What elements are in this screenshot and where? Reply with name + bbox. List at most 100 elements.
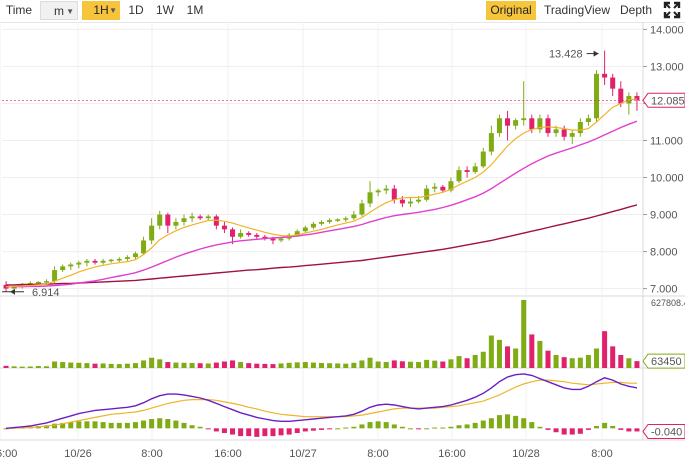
volume-bar <box>343 363 349 368</box>
hour-interval-select[interactable]: 1H ▼ <box>82 1 120 20</box>
volume-bar <box>197 363 203 368</box>
candle-body <box>335 219 341 221</box>
volume-bar <box>108 363 114 368</box>
volume-bar <box>52 361 58 368</box>
volume-bar <box>351 362 357 368</box>
candle-body <box>76 262 82 265</box>
interval-1d-button[interactable]: 1D <box>128 3 144 17</box>
candle-body <box>116 258 122 261</box>
y-tick-label: 13.000 <box>650 61 684 73</box>
volume-bar <box>189 363 195 368</box>
chevron-down-icon: ▼ <box>109 6 117 15</box>
candle-body <box>327 220 333 222</box>
volume-last-label: 63450 <box>651 356 682 368</box>
candle-body <box>124 257 130 259</box>
x-tick-label: 8:00 <box>367 448 388 460</box>
volume-bar <box>116 364 122 368</box>
candle-body <box>561 129 567 137</box>
candle-body <box>197 216 203 219</box>
macd-histogram-bar <box>124 422 130 429</box>
candle-body <box>141 240 147 254</box>
view-depth-button[interactable]: Depth <box>619 3 653 17</box>
macd-histogram-bar <box>335 428 341 430</box>
macd-histogram-bar <box>407 428 413 430</box>
macd-last-tag <box>642 423 685 439</box>
y-tick-label: 8.000 <box>650 247 678 259</box>
candle-body <box>351 214 357 219</box>
candle-body <box>407 201 413 204</box>
volume-bar <box>545 350 551 368</box>
macd-histogram-bar <box>383 422 389 429</box>
candle-body <box>35 281 41 284</box>
macd-histogram-bar <box>189 425 195 429</box>
macd-histogram-bar <box>416 428 422 430</box>
volume-bar <box>416 362 422 368</box>
volume-bar <box>521 300 527 368</box>
macd-dea-line <box>6 379 637 429</box>
candle-body <box>11 286 17 289</box>
volume-bar <box>27 366 33 368</box>
macd-histogram-bar <box>213 428 219 432</box>
macd-histogram-bar <box>197 426 203 429</box>
ma-short-line <box>5 98 638 288</box>
macd-histogram-bar <box>76 421 82 429</box>
candle-body <box>577 121 583 134</box>
candle-body <box>472 166 478 172</box>
volume-bar <box>230 360 236 368</box>
y-tick-label: 9.000 <box>650 210 678 222</box>
interval-1m-button[interactable]: 1M <box>186 3 204 17</box>
candle-body <box>424 188 430 200</box>
ma-mid-line <box>6 120 638 288</box>
x-tick-label: 8:00 <box>591 448 612 460</box>
view-tradingview-button[interactable]: TradingView <box>543 3 611 17</box>
ma-long-line <box>6 204 638 286</box>
volume-bar <box>464 358 470 368</box>
view-original-button[interactable]: Original <box>486 1 536 20</box>
candle-body <box>132 253 138 258</box>
macd-histogram-bar <box>351 426 357 429</box>
macd-histogram-bar <box>108 422 114 429</box>
volume-bar <box>157 359 163 368</box>
volume-bar <box>553 355 559 368</box>
volume-bar <box>165 362 171 368</box>
candle-body <box>165 214 171 226</box>
volume-bar <box>286 362 292 368</box>
volume-bar <box>367 357 373 368</box>
macd-histogram-bar <box>602 422 608 429</box>
volume-bar <box>213 362 219 368</box>
volume-bar <box>496 339 502 368</box>
macd-histogram-bar <box>246 428 252 437</box>
volume-bar <box>270 364 276 368</box>
candle-body <box>569 133 575 137</box>
macd-histogram-bar <box>84 421 90 429</box>
candle-body <box>602 73 608 78</box>
macd-histogram-bar <box>43 425 49 429</box>
fullscreen-button[interactable] <box>662 1 682 20</box>
interval-1w-button[interactable]: 1W <box>156 3 174 17</box>
y-tick-label: 11.000 <box>650 135 683 147</box>
macd-histogram-bar <box>278 428 284 436</box>
hour-interval-label: 1H <box>93 3 109 17</box>
macd-histogram-bar <box>553 428 559 433</box>
volume-bar <box>448 359 454 368</box>
chevron-down-icon: ▼ <box>66 7 74 16</box>
volume-bar <box>383 362 389 368</box>
candle-body <box>43 281 49 283</box>
candle-body <box>60 266 66 271</box>
candle-body <box>100 260 106 263</box>
macd-histogram-bar <box>456 425 462 429</box>
volume-bar <box>76 362 82 368</box>
volume-bar <box>537 340 543 368</box>
candle-body <box>173 221 179 226</box>
macd-histogram-bar <box>440 427 446 429</box>
minute-interval-select[interactable]: m ▼ <box>40 1 78 20</box>
last-price-label: 12.085 <box>651 95 685 107</box>
candle-body <box>359 203 365 215</box>
volume-bar <box>173 362 179 368</box>
candle-body <box>262 236 268 239</box>
candle-body <box>221 225 227 230</box>
candle-body <box>318 221 325 224</box>
macd-histogram-bar <box>391 424 397 429</box>
volume-bar <box>92 363 98 368</box>
